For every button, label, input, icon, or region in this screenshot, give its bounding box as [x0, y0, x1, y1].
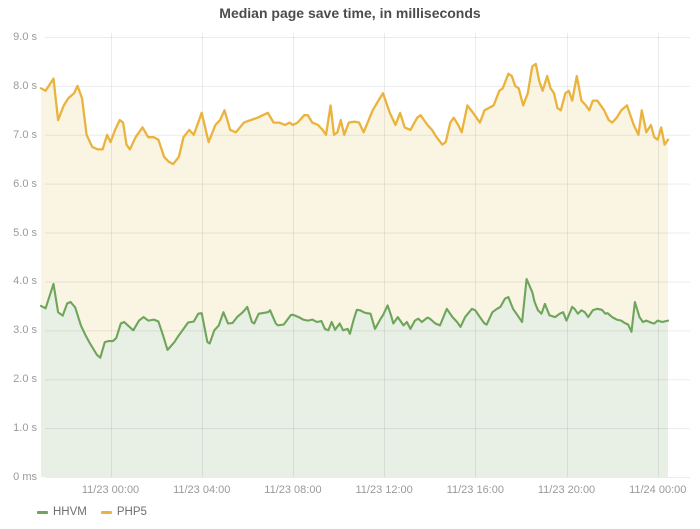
- x-axis-label: 11/23 00:00: [81, 484, 140, 496]
- y-axis-label: 5.0 s: [13, 226, 37, 239]
- hhvm-area: [41, 279, 668, 477]
- hhvm-series-swatch: [37, 510, 48, 514]
- legend-label-php5: PHP5: [116, 506, 147, 518]
- y-axis-label: 3.0 s: [13, 324, 37, 337]
- php5-series-swatch: [100, 510, 112, 514]
- chart-title: Median page save time, in milliseconds: [219, 5, 481, 21]
- legend-item-hhvm: HHVM: [37, 506, 87, 518]
- x-axis-label: 11/23 08:00: [264, 484, 322, 496]
- legend: HHVM PHP5: [37, 506, 161, 518]
- x-axis-label: 11/23 04:00: [173, 484, 231, 496]
- y-axis-label: 0 ms: [13, 471, 37, 483]
- x-axis-label: 11/24 00:00: [629, 484, 687, 496]
- legend-label-hhvm: HHVM: [53, 506, 87, 518]
- x-axis-label: 11/23 20:00: [537, 484, 596, 496]
- x-axis-label: 11/23 12:00: [355, 484, 413, 496]
- y-axis-label: 8.0 s: [13, 79, 37, 92]
- y-axis-label: 9.0 s: [13, 31, 37, 43]
- y-axis-label: 2.0 s: [13, 373, 37, 386]
- x-axis-label: 11/23 16:00: [446, 484, 504, 496]
- legend-item-php5: PHP5: [100, 506, 147, 518]
- y-axis-label: 7.0 s: [13, 128, 37, 141]
- y-axis-label: 6.0 s: [13, 177, 37, 190]
- hhvm-line: [39, 277, 670, 359]
- php5-line: [39, 62, 670, 166]
- y-axis-label: 1.0 s: [13, 422, 37, 435]
- y-axis-label: 4.0 s: [13, 275, 37, 288]
